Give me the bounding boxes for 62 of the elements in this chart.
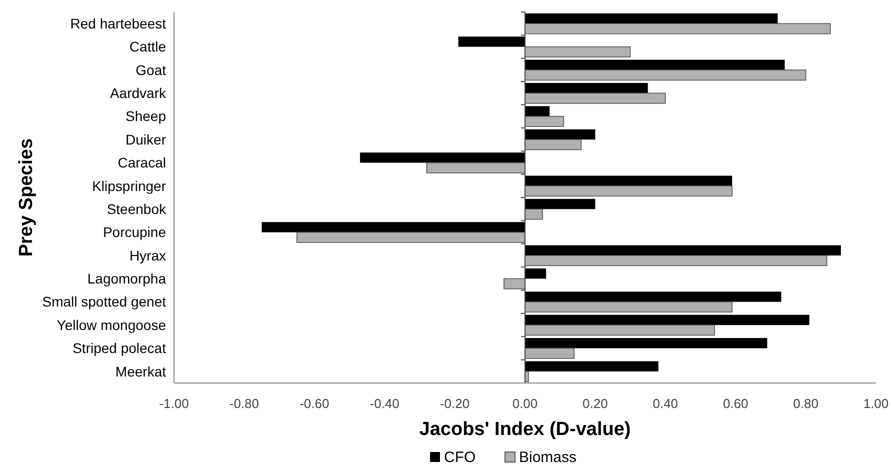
x-tick-label: 0.80: [793, 396, 818, 411]
y-tick-label: Hyrax: [129, 247, 166, 264]
y-tick-label: Striped polecat: [72, 340, 166, 356]
bar: [296, 232, 526, 243]
x-tick-label: 0.40: [652, 396, 678, 411]
y-tick-label: Klipspringer: [92, 178, 166, 194]
bar: [525, 245, 841, 256]
bar: [524, 208, 543, 220]
bar: [524, 70, 806, 81]
y-tick-label: Red hartebeest: [70, 15, 166, 32]
bar: [525, 13, 778, 24]
bar: [524, 301, 732, 312]
bar: [525, 129, 596, 140]
bar: [504, 278, 526, 290]
bar: [524, 23, 831, 34]
bar: [525, 60, 785, 70]
bar: [524, 186, 732, 197]
y-tick-label: Porcupine: [102, 224, 166, 240]
bar: [524, 46, 631, 58]
x-tick-label: 1.00: [863, 396, 889, 411]
bar: [525, 268, 546, 279]
legend-label: Biomass: [519, 449, 577, 466]
x-axis-title: Jacobs' Index (D-value): [419, 419, 631, 440]
x-tick-label: -0.20: [440, 396, 470, 411]
bar: [525, 361, 658, 372]
y-tick-label: Steenbok: [106, 200, 167, 217]
x-tick-label: 0.20: [582, 396, 608, 411]
x-tick-label: 0.00: [512, 396, 538, 411]
bar: [360, 152, 525, 163]
bar: [525, 292, 782, 302]
x-tick-label: -1.00: [159, 396, 189, 411]
bar: [524, 348, 575, 359]
bar: [458, 36, 525, 47]
x-tick-label: 0.60: [722, 396, 748, 411]
bar: [525, 82, 648, 94]
bar: [525, 198, 596, 210]
bar: [524, 92, 666, 104]
y-tick-label: Duiker: [126, 131, 166, 148]
bar: [524, 116, 564, 127]
y-tick-label: Goat: [136, 62, 166, 78]
bar: [524, 324, 715, 336]
bar: [524, 139, 582, 150]
bar: [524, 255, 828, 266]
x-tick-label: -0.80: [229, 396, 260, 411]
bar: [525, 314, 810, 326]
y-tick-label: Caracal: [118, 154, 166, 171]
bar: [525, 106, 550, 116]
bar: [525, 338, 768, 348]
y-tick-label: Yellow mongoose: [56, 316, 166, 333]
y-tick-label: Aardvark: [110, 85, 167, 102]
bar: [262, 222, 525, 232]
x-tick-label: -0.40: [370, 396, 400, 411]
y-tick-label: Cattle: [129, 38, 166, 55]
y-tick-label: Sheep: [126, 108, 166, 124]
y-tick-label: Meerkat: [115, 363, 166, 380]
y-tick-label: Lagomorpha: [87, 270, 166, 287]
x-tick-label: -0.60: [300, 396, 330, 411]
y-tick-label: Small spotted genet: [42, 294, 166, 310]
legend-label: CFO: [444, 449, 476, 466]
y-axis-title: Prey Species: [16, 138, 37, 257]
bar: [426, 162, 526, 174]
bar: [525, 176, 732, 186]
